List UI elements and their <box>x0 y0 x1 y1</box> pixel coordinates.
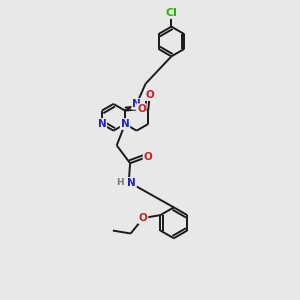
Text: N: N <box>98 119 106 129</box>
Text: O: O <box>144 152 152 162</box>
Text: O: O <box>139 213 148 223</box>
Text: Cl: Cl <box>166 8 177 18</box>
Text: H: H <box>116 178 124 187</box>
Text: N: N <box>121 119 129 129</box>
Text: N: N <box>132 99 141 109</box>
Text: O: O <box>145 90 154 100</box>
Text: O: O <box>137 104 146 114</box>
Text: N: N <box>127 178 136 188</box>
